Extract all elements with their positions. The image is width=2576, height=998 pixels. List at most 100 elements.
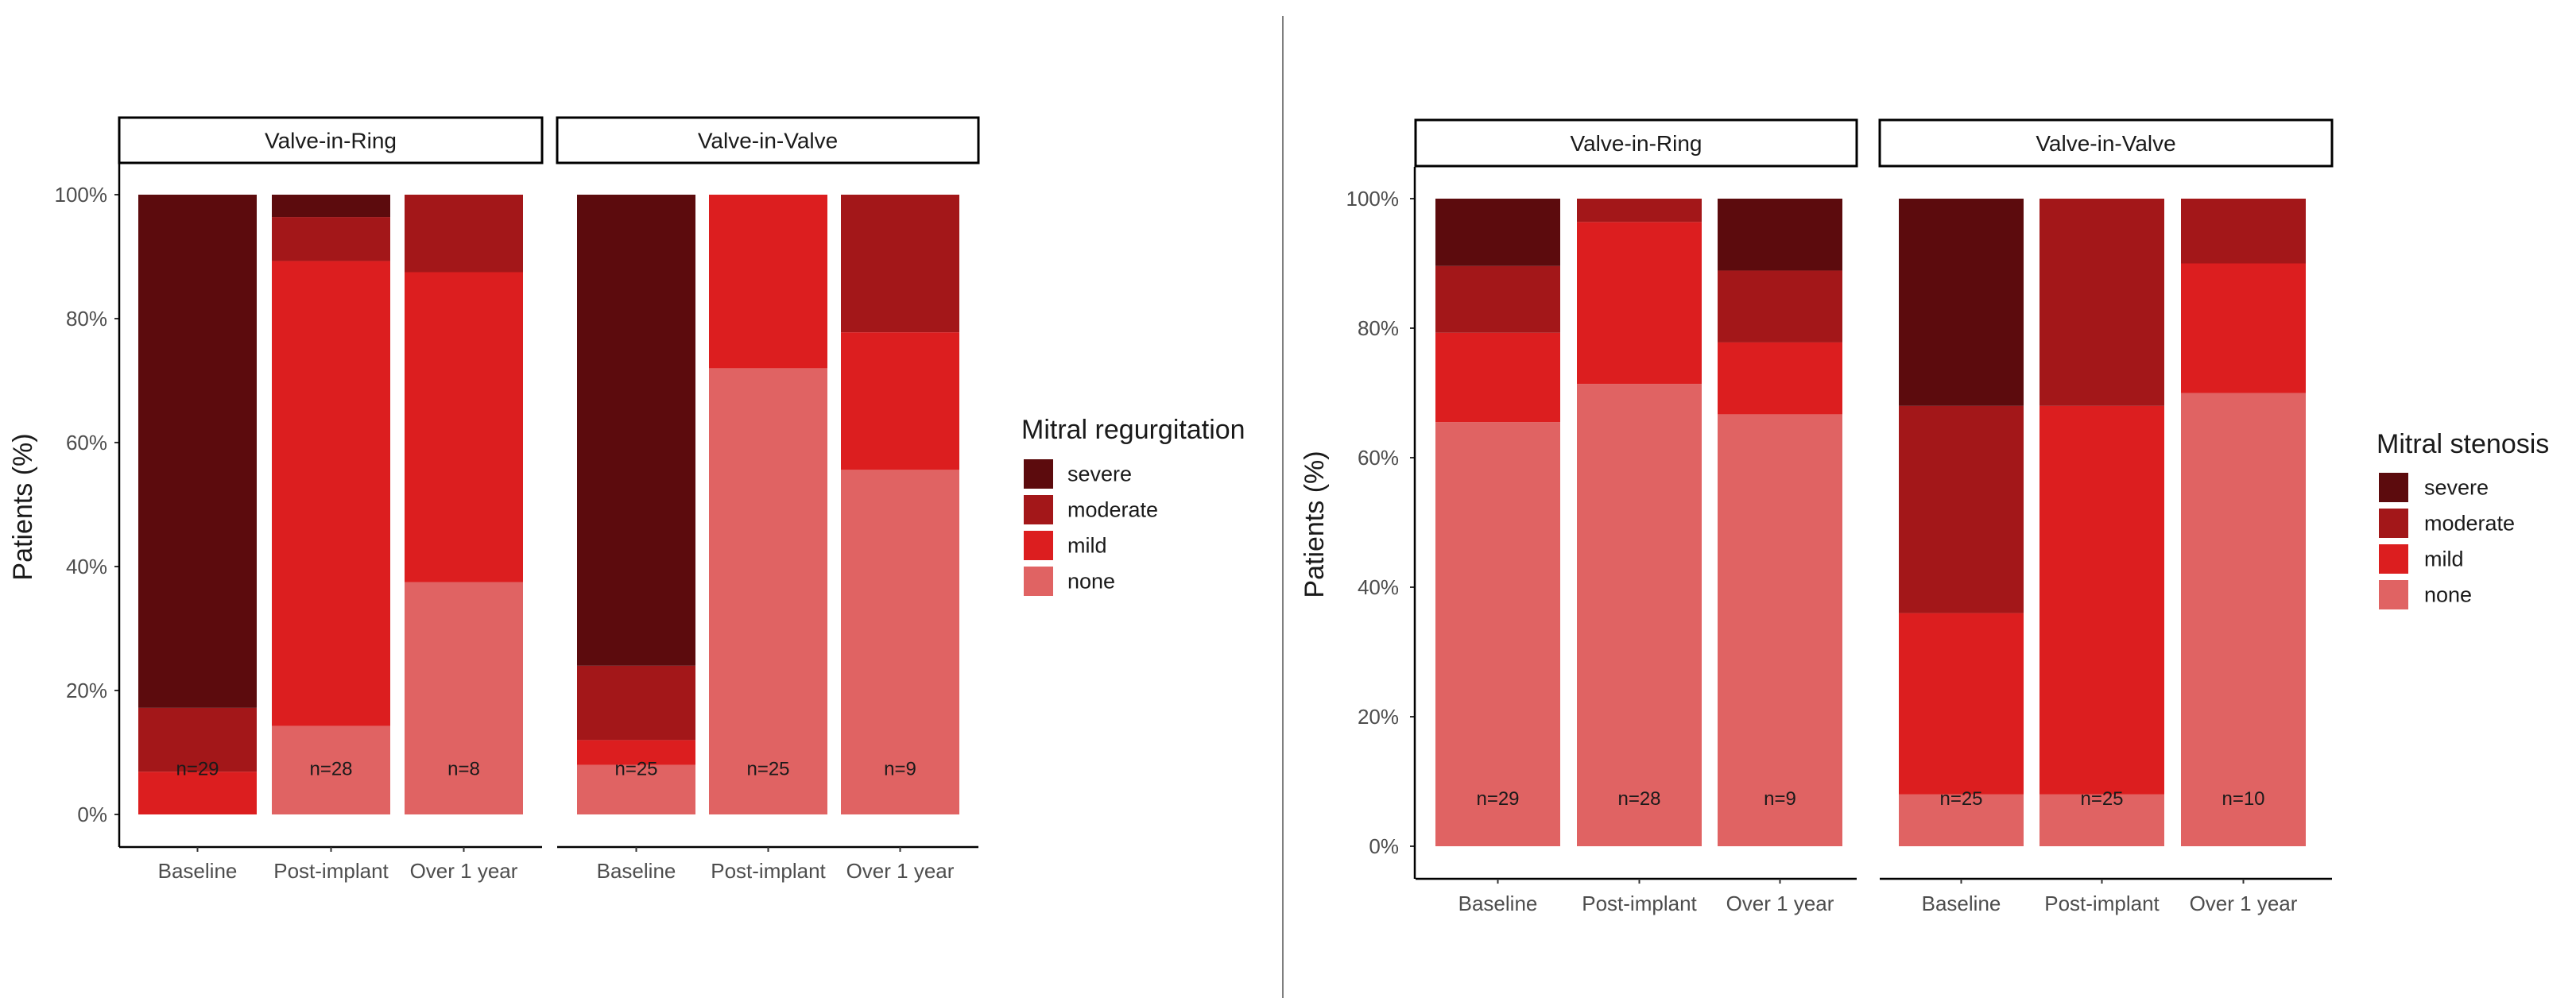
n-label: n=25	[746, 759, 789, 780]
x-tick-label: Post-implant	[711, 859, 826, 883]
bar-segment-none	[1899, 794, 2024, 846]
bar-segment-severe	[577, 195, 695, 666]
facet-strip-label: Valve-in-Ring	[265, 129, 397, 153]
legend-swatch-moderate	[2379, 509, 2408, 538]
bar-stack: n=25	[709, 195, 827, 814]
legend-label: mild	[1067, 534, 1107, 558]
facet-valve-in-ring: Valve-in-Ring n=29 Baseline n=28 Post-implan…	[118, 116, 544, 883]
bar-segment-none	[1435, 422, 1560, 846]
legend-label: none	[2424, 583, 2472, 607]
n-label: n=10	[2222, 788, 2264, 810]
bar-segment-mild	[1718, 342, 1842, 415]
bar-segment-moderate	[841, 195, 959, 333]
bar-stack: n=25	[2039, 199, 2164, 846]
y-tick-label: 0%	[77, 803, 107, 826]
legend-swatch-mild	[1024, 531, 1053, 560]
bar-stack: n=25	[1899, 199, 2024, 846]
facet-strip-label: Valve-in-Ring	[1571, 131, 1702, 156]
bar-segment-moderate	[2181, 199, 2306, 264]
legend-swatch-none	[1024, 567, 1053, 596]
bar-segment-none	[577, 764, 695, 814]
x-tick-label: Baseline	[1922, 892, 2001, 915]
bar-segment-mild	[138, 772, 257, 814]
bar-segment-severe	[138, 195, 257, 708]
bar-segment-mild	[1577, 222, 1702, 385]
bar-segment-none	[709, 368, 827, 814]
y-tick-label: 40%	[66, 555, 107, 578]
n-label: n=9	[884, 759, 916, 780]
y-tick-label: 0%	[1369, 834, 1399, 858]
y-tick-label: 80%	[66, 307, 107, 331]
bar-stack: n=29	[1435, 199, 1560, 846]
bar-segment-moderate	[1577, 199, 1702, 222]
bar-segment-severe	[1435, 199, 1560, 266]
bar-segment-none	[1718, 414, 1842, 846]
bar-segment-none	[2181, 393, 2306, 846]
legend-swatch-mild	[2379, 544, 2408, 574]
legend-swatch-moderate	[1024, 495, 1053, 524]
n-label: n=28	[1617, 788, 1660, 810]
bar-segment-mild	[577, 740, 695, 765]
bar-segment-none	[405, 582, 523, 814]
n-label: n=29	[1476, 788, 1519, 810]
legend-label: severe	[2424, 476, 2489, 500]
x-tick-label: Post-implant	[273, 859, 389, 883]
bar-segment-mild	[272, 261, 390, 726]
y-tick-label: 20%	[1358, 705, 1399, 729]
y-tick-label: 100%	[1346, 187, 1400, 211]
bar-segment-none	[2039, 794, 2164, 846]
bar-segment-severe	[272, 195, 390, 218]
bar-stack: n=9	[841, 195, 959, 814]
legend-label: none	[1067, 570, 1115, 594]
legend-label: moderate	[1067, 498, 1158, 522]
n-label: n=25	[1939, 788, 1982, 810]
y-tick-label: 40%	[1358, 575, 1399, 599]
n-label: n=28	[309, 759, 352, 780]
bar-stack: n=10	[2181, 199, 2306, 846]
x-tick-label: Over 1 year	[2190, 892, 2298, 915]
bar-segment-mild	[841, 332, 959, 470]
bar-segment-moderate	[577, 665, 695, 741]
chart-mitral-stenosis: Patients (%) 0% 20% 40% 60% 80% 100% Valve-in-R…	[1300, 118, 2549, 915]
facet-strip	[1414, 118, 1858, 168]
legend-swatch-severe	[2379, 473, 2408, 502]
bar-segment-moderate	[1435, 265, 1560, 333]
bar-stack: n=29	[138, 195, 257, 814]
bar-stack: n=28	[272, 195, 390, 814]
x-tick-label: Baseline	[1458, 892, 1538, 915]
facet-strip-label: Valve-in-Valve	[2036, 131, 2175, 156]
n-label: n=9	[1764, 788, 1796, 810]
bar-segment-severe	[1718, 199, 1842, 271]
x-tick-label: Post-implant	[1582, 892, 1697, 915]
n-label: n=25	[614, 759, 657, 780]
bar-segment-moderate	[1718, 270, 1842, 342]
legend: Mitral regurgitation severe moderate mild no…	[1021, 415, 1245, 596]
bar-stack: n=8	[405, 195, 523, 814]
x-tick-label: Baseline	[158, 859, 238, 883]
bar-segment-moderate	[1899, 405, 2024, 613]
facet-valve-in-ring: Valve-in-Ring n=29 Baseline n=28 Post-implan…	[1414, 118, 1858, 915]
bar-stack: n=28	[1577, 199, 1702, 847]
legend-label: severe	[1067, 462, 1132, 486]
bar-segment-moderate	[272, 217, 390, 261]
y-axis-title: Patients (%)	[1300, 451, 1330, 598]
legend-label: moderate	[2424, 512, 2515, 536]
x-tick-label: Over 1 year	[410, 859, 518, 883]
facet-strip	[556, 116, 980, 164]
y-tick-label: 80%	[1358, 316, 1399, 340]
y-tick-label: 100%	[55, 183, 108, 207]
facet-valve-in-valve: Valve-in-Valve n=25 Baseline n=25 Post-impla…	[556, 116, 980, 883]
facet-strip	[118, 116, 544, 164]
bar-segment-mild	[1435, 332, 1560, 423]
bar-stack: n=25	[577, 195, 695, 814]
y-axis-title: Patients (%)	[8, 433, 38, 580]
n-label: n=25	[2080, 788, 2123, 810]
legend-swatch-severe	[1024, 459, 1053, 489]
n-label: n=8	[447, 759, 480, 780]
bar-segment-none	[841, 470, 959, 814]
chart-mitral-regurgitation: Patients (%) 0% 20% 40% 60% 80% 100% Valve-in-R…	[8, 116, 1245, 883]
facet-strip-label: Valve-in-Valve	[698, 129, 838, 153]
bar-segment-mild	[2181, 263, 2306, 393]
bar-segment-moderate	[405, 195, 523, 273]
legend-title: Mitral stenosis	[2377, 429, 2549, 459]
